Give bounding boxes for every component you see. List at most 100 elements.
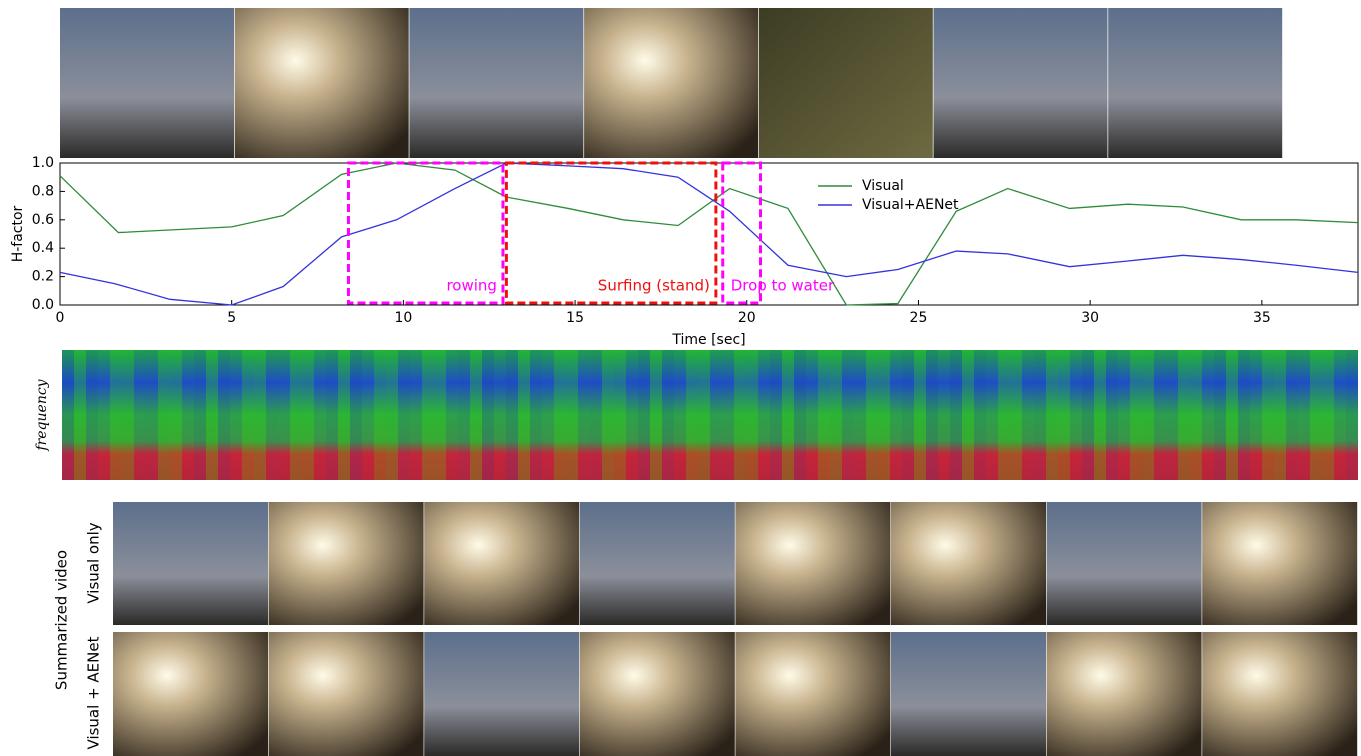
spectrogram-column (698, 350, 710, 480)
spectrogram-column (158, 350, 170, 480)
spectrogram-column (374, 350, 386, 480)
spectrogram-column (734, 350, 746, 480)
annotation-box (721, 161, 763, 305)
spectrogram-column (326, 350, 338, 480)
x-axis-label: Time [sec] (671, 332, 745, 348)
spectrogram-column (626, 350, 638, 480)
spectrogram-column (1154, 350, 1166, 480)
spectrogram-column (518, 350, 530, 480)
spectrogram-column (674, 350, 686, 480)
spectrogram-column (962, 350, 974, 480)
annotation-label: Surfing (stand) (598, 277, 710, 295)
x-tick-label: 20 (738, 310, 756, 326)
photo (758, 8, 933, 158)
photo (735, 632, 891, 756)
spectrogram-column (1178, 350, 1190, 480)
photo (584, 8, 759, 158)
spectrogram-column (206, 350, 218, 480)
y-tick-label: 0.0 (32, 297, 54, 313)
x-tick-label: 5 (227, 310, 236, 326)
spectrogram-column (1130, 350, 1142, 480)
spectrogram-column (854, 350, 866, 480)
photo (579, 502, 735, 625)
spectrogram-column (170, 350, 182, 480)
spectrogram-column (350, 350, 362, 480)
spectrogram-column (446, 350, 458, 480)
spectrogram-column (146, 350, 158, 480)
spectrogram-column (902, 350, 914, 480)
spectrogram-column (1142, 350, 1154, 480)
photo (891, 632, 1046, 756)
photo (579, 632, 735, 756)
photo (735, 502, 891, 625)
y-tick-label: 1.0 (32, 155, 54, 171)
spectrogram-column (242, 350, 254, 480)
row-label: Visual + AENet (85, 636, 103, 749)
spectrogram-column (926, 350, 938, 480)
line (59, 162, 1359, 306)
spectrogram-column (974, 350, 986, 480)
photo (268, 632, 424, 756)
spectrogram-column (842, 350, 854, 480)
spectrogram-column (314, 350, 326, 480)
spectrogram-column (542, 350, 554, 480)
spectrogram-column (62, 350, 74, 480)
spectrogram-texture (62, 350, 1358, 480)
spectrogram-column (1082, 350, 1094, 480)
annotation-box (346, 161, 505, 305)
y-tick-label: 0.2 (32, 269, 54, 285)
photo (234, 8, 409, 158)
legend-label: Visual+AENet (862, 197, 959, 213)
photo (409, 8, 584, 158)
spectrogram-column (386, 350, 398, 480)
spectrogram-column (1190, 350, 1202, 480)
y-tick-label: 0.4 (32, 240, 54, 256)
spectrogram-column (98, 350, 110, 480)
spectrogram-column (710, 350, 722, 480)
spectrogram-column (1046, 350, 1058, 480)
spectrogram-column (74, 350, 86, 480)
spectrogram-column (1250, 350, 1262, 480)
spectrogram-column (662, 350, 674, 480)
spectrogram-column (1322, 350, 1334, 480)
spectrogram-column (410, 350, 422, 480)
spectrogram-column (890, 350, 902, 480)
spectrogram-column (758, 350, 770, 480)
y-tick-label: 0.8 (32, 183, 54, 199)
spectrogram-column (1286, 350, 1298, 480)
x-tick-label: 30 (1081, 310, 1099, 326)
spectrogram-column (590, 350, 602, 480)
spectrogram-column (830, 350, 842, 480)
spectrogram-column (218, 350, 230, 480)
spectrogram-label: frequency (34, 378, 50, 451)
photo (268, 502, 424, 625)
spectrogram-column (746, 350, 758, 480)
spectrogram-column (422, 350, 434, 480)
spectrogram-column (1166, 350, 1178, 480)
spectrogram-column (1238, 350, 1250, 480)
x-tick-label: 35 (1253, 310, 1271, 326)
photo (113, 502, 268, 625)
spectrogram-column (578, 350, 590, 480)
spectrogram-column (482, 350, 494, 480)
spectrogram-column (614, 350, 626, 480)
spectrogram-column (506, 350, 518, 480)
spectrogram-column (1214, 350, 1226, 480)
y-axis-label: H-factor (10, 205, 26, 262)
spectrogram-column (1310, 350, 1322, 480)
spectrogram-column (602, 350, 614, 480)
x-tick-label: 25 (910, 310, 928, 326)
annotation-label: Drop to water (731, 277, 835, 295)
photo (1046, 632, 1202, 756)
photo (1108, 8, 1283, 158)
line (59, 162, 1359, 306)
spectrogram-column (302, 350, 314, 480)
photo (424, 502, 580, 625)
spectrogram-column (398, 350, 410, 480)
spectrogram-column (794, 350, 806, 480)
spectrogram-column (566, 350, 578, 480)
spectrogram-column (1022, 350, 1034, 480)
spectrogram-column (194, 350, 206, 480)
spectrogram-column (914, 350, 926, 480)
